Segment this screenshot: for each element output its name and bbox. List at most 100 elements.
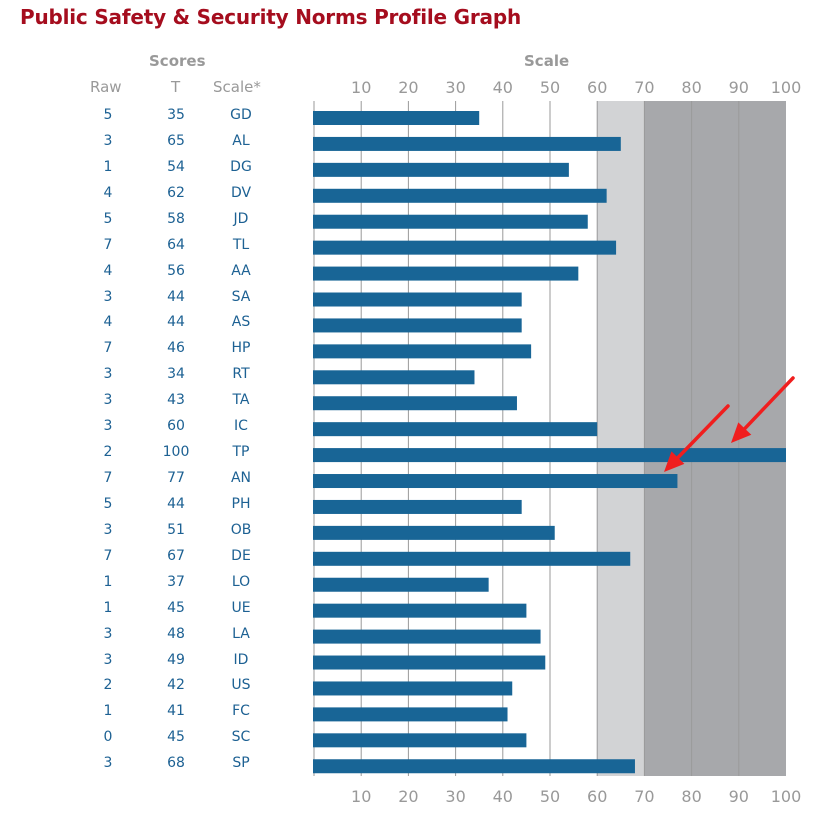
raw-score-HP: 7: [103, 340, 113, 357]
annotation-arrow-tp-head: [731, 422, 752, 443]
scale-label-TA: TA: [232, 392, 250, 409]
bottom-tick-label-90: 90: [729, 787, 749, 806]
t-score-TL: 64: [167, 236, 185, 253]
t-score-FC: 41: [167, 703, 185, 720]
bar-HP: [313, 344, 532, 359]
t-score-GD: 35: [167, 107, 185, 123]
bar-SP: [313, 759, 635, 774]
raw-score-TP: 2: [103, 444, 113, 461]
raw-score-LO: 1: [103, 573, 113, 590]
scale-group-header: Scale: [524, 52, 570, 70]
raw-score-RT: 3: [103, 366, 113, 383]
raw-score-ID: 3: [103, 651, 113, 668]
annotation-arrow-tp-shaft: [743, 376, 795, 431]
bar-JD: [313, 214, 588, 229]
bar-DV: [313, 188, 607, 203]
annotation-arrow-an: [664, 404, 730, 472]
bottom-tick-label-50: 50: [540, 787, 560, 806]
scale-label-DV: DV: [230, 184, 252, 201]
t-score-DE: 67: [167, 547, 185, 564]
bar-AA: [313, 266, 579, 281]
raw-score-JD: 5: [103, 210, 113, 227]
t-score-ID: 49: [167, 651, 185, 668]
bar-TA: [313, 396, 517, 411]
shaded-band-70-100: [644, 101, 786, 776]
annotation-arrow-tp: [731, 376, 795, 443]
scale-label-AS: AS: [231, 314, 251, 331]
bar-SA: [313, 292, 522, 307]
scores-header: Scores: [149, 52, 206, 70]
top-tick-label-10: 10: [351, 78, 371, 97]
scale-label-IC: IC: [234, 418, 248, 435]
t-score-HP: 46: [167, 340, 185, 357]
scale-label-LO: LO: [231, 573, 251, 590]
scale-label-AA: AA: [231, 262, 251, 279]
bar-ID: [313, 655, 546, 670]
raw-score-SC: 0: [103, 729, 113, 746]
annotation-arrow-an-shaft: [676, 404, 730, 460]
raw-score-AN: 7: [103, 470, 113, 487]
t-score-RT: 34: [167, 366, 185, 383]
bar-LA: [313, 629, 541, 644]
scale-column-header: Scale*: [213, 78, 261, 96]
bar-AS: [313, 318, 522, 333]
t-score-US: 42: [167, 677, 185, 694]
scale-label-UE: UE: [231, 599, 251, 616]
raw-score-US: 2: [103, 677, 113, 694]
raw-score-OB: 3: [103, 521, 113, 538]
t-score-TP: 100: [162, 444, 190, 461]
raw-score-SP: 3: [103, 755, 113, 772]
bar-UE: [313, 603, 527, 618]
raw-score-TA: 3: [103, 392, 113, 409]
top-tick-label-100: 100: [771, 78, 802, 97]
scale-label-TP: TP: [232, 444, 250, 461]
bar-TL: [313, 240, 617, 255]
t-score-PH: 44: [167, 495, 185, 512]
bar-FC: [313, 707, 508, 722]
scale-label-US: US: [231, 677, 251, 694]
top-tick-label-70: 70: [634, 78, 654, 97]
bar-TP: [313, 448, 786, 463]
bar-RT: [313, 370, 475, 385]
t-score-AS: 44: [167, 314, 185, 331]
t-score-AA: 56: [167, 262, 185, 279]
top-tick-label-50: 50: [540, 78, 560, 97]
t-score-DG: 54: [167, 158, 185, 175]
raw-score-DG: 1: [103, 158, 113, 175]
scale-label-FC: FC: [232, 703, 250, 720]
bottom-tick-label-70: 70: [634, 787, 654, 806]
raw-score-FC: 1: [103, 703, 113, 720]
scale-label-HP: HP: [231, 340, 251, 357]
bar-GD: [313, 111, 480, 125]
bottom-tick-label-100: 100: [771, 787, 802, 806]
scale-label-DE: DE: [231, 547, 251, 564]
top-tick-label-80: 80: [681, 78, 701, 97]
bar-US: [313, 681, 513, 696]
scale-label-SA: SA: [231, 288, 251, 305]
bottom-tick-label-30: 30: [445, 787, 465, 806]
raw-column-header: Raw: [90, 78, 122, 96]
top-tick-label-30: 30: [445, 78, 465, 97]
scale-label-JD: JD: [233, 210, 249, 227]
bottom-tick-label-80: 80: [681, 787, 701, 806]
bottom-tick-label-40: 40: [493, 787, 513, 806]
raw-score-AA: 4: [103, 262, 113, 279]
t-score-UE: 45: [167, 599, 185, 616]
top-tick-label-60: 60: [587, 78, 607, 97]
bar-DE: [313, 551, 631, 566]
top-tick-label-20: 20: [398, 78, 418, 97]
t-score-SA: 44: [167, 288, 185, 305]
t-score-OB: 51: [167, 521, 185, 538]
bar-AN: [313, 474, 678, 489]
scale-label-SC: SC: [231, 729, 251, 746]
t-score-JD: 58: [167, 210, 185, 227]
bar-LO: [313, 577, 489, 592]
scale-label-TL: TL: [232, 236, 250, 253]
t-score-SP: 68: [167, 755, 185, 772]
scale-label-OB: OB: [230, 521, 252, 538]
raw-score-DV: 4: [103, 184, 113, 201]
t-score-LO: 37: [167, 573, 185, 590]
t-column-header: T: [171, 78, 181, 96]
chart-title: Public Safety & Security Norms Profile G…: [20, 5, 521, 29]
